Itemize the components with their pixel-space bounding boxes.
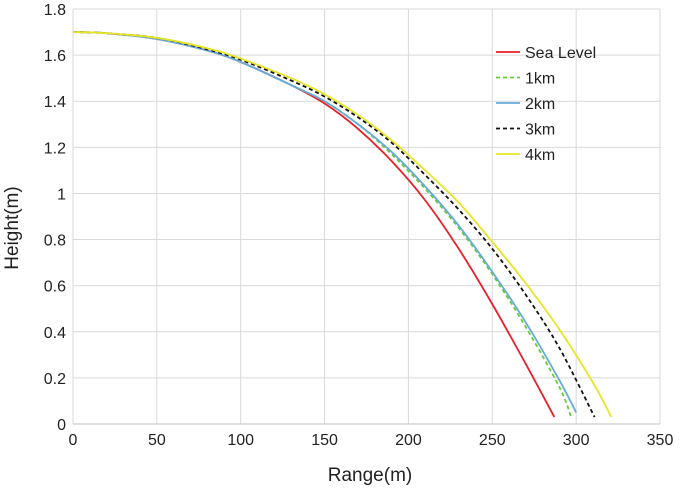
y-axis-title: Height(m) [2,186,23,269]
legend-label: 4km [525,147,555,164]
grid-lines [72,8,661,425]
y-tick-label: 0.6 [44,279,66,296]
series-line-2km [72,31,577,413]
series-line-3km [72,31,596,418]
legend-label: 1km [525,71,555,88]
x-tick-label: 50 [148,432,166,449]
x-tick-label: 150 [311,432,338,449]
legend-label: 2km [525,96,555,113]
y-tick-label: 1 [57,186,66,203]
y-tick-label: 0.4 [44,325,66,342]
series-line-1km [72,31,572,418]
series-lines [72,31,613,418]
y-tick-label: 0 [57,417,66,434]
y-tick-label: 0.2 [44,371,66,388]
y-tick-label: 0.8 [44,233,66,250]
y-tick-label: 1.2 [44,140,66,157]
legend: Sea Level 1km 2km 3km 4km [496,45,596,164]
x-tick-label: 300 [563,432,590,449]
y-tick-label: 1.8 [44,2,66,19]
series-line-sea-level [72,31,556,418]
y-tick-labels: 0 0.2 0.4 0.6 0.8 1 1.2 1.4 1.6 1.8 [44,2,66,434]
x-tick-label: 250 [479,432,506,449]
x-tick-label: 0 [69,432,78,449]
legend-label: 3km [525,122,555,139]
legend-label: Sea Level [525,45,596,62]
x-tick-label: 200 [395,432,422,449]
x-tick-label: 100 [227,432,254,449]
y-tick-label: 1.4 [44,94,66,111]
x-tick-label: 350 [647,432,674,449]
series-line-4km [72,31,613,418]
x-tick-labels: 0 50 100 150 200 250 300 350 [69,432,674,449]
y-tick-label: 1.6 [44,48,66,65]
x-axis-title: Range(m) [328,465,412,486]
